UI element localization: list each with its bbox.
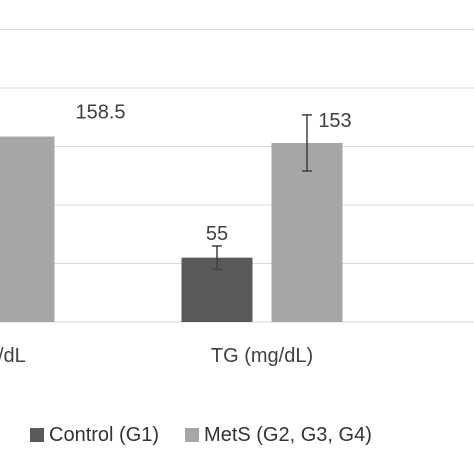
data-label-control-1: 55: [206, 223, 228, 245]
legend: Control (G1) MetS (G2, G3, G4): [30, 420, 372, 450]
data-label-mets-1: 153: [318, 110, 351, 132]
legend-item-control: Control (G1): [30, 424, 159, 447]
legend-label-control: Control (G1): [49, 423, 160, 446]
category-label-0: /dL: [0, 345, 26, 367]
bar-mets-0: [0, 136, 55, 322]
legend-item-mets: MetS (G2, G3, G4): [185, 424, 372, 447]
bar-mets-1: [271, 142, 343, 322]
legend-label-mets: MetS (G2, G3, G4): [204, 423, 372, 446]
data-label-mets-0: 158.5: [75, 102, 125, 124]
legend-swatch-mets: [185, 428, 200, 442]
category-label-1: TG (mg/dL): [211, 345, 313, 367]
legend-swatch-control: [30, 428, 44, 442]
